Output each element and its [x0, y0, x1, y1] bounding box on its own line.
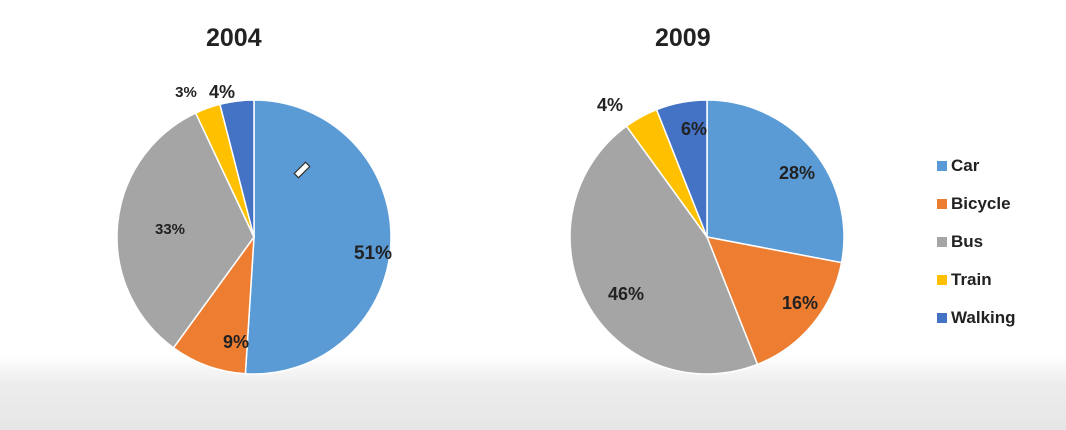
- legend-swatch-walking: [937, 313, 947, 323]
- pie-slice-2009-bicycle: [705, 236, 843, 366]
- pie-slice-2009-car: [706, 99, 845, 264]
- pie-slice-2004-walking: [219, 99, 255, 238]
- pie-slice-2009-bus: [569, 125, 759, 375]
- pie-slice-2004-bus: [116, 112, 255, 349]
- data-label-2004-bicycle: 9%: [223, 332, 249, 352]
- legend-item-train: Train: [937, 261, 1016, 299]
- legend-item-car: Car: [937, 147, 1016, 185]
- chart-title-2009: 2009: [655, 24, 711, 52]
- pie-slice-2004-car: [244, 99, 392, 375]
- legend-label-train: Train: [951, 270, 992, 289]
- data-label-2009-car: 28%: [779, 163, 815, 183]
- legend-swatch-bus: [937, 237, 947, 247]
- data-label-2004-bus: 33%: [155, 221, 185, 238]
- legend: Car Bicycle Bus Train Walking: [937, 147, 1016, 337]
- legend-swatch-car: [937, 161, 947, 171]
- legend-swatch-bicycle: [937, 199, 947, 209]
- legend-item-bus: Bus: [937, 223, 1016, 261]
- legend-label-car: Car: [951, 156, 980, 175]
- data-label-2009-walking: 6%: [681, 119, 707, 139]
- legend-label-bus: Bus: [951, 232, 984, 251]
- legend-label-walking: Walking: [951, 308, 1016, 327]
- legend-swatch-train: [937, 275, 947, 285]
- data-label-2004-car: 51%: [354, 243, 392, 264]
- data-label-2009-bus: 46%: [608, 284, 644, 304]
- chart-title-2004: 2004: [206, 24, 262, 52]
- legend-item-bicycle: Bicycle: [937, 185, 1016, 223]
- legend-label-bicycle: Bicycle: [951, 194, 1011, 213]
- pencil-cursor-icon: [293, 161, 311, 179]
- data-label-2009-train: 4%: [597, 95, 623, 115]
- data-label-2004-train: 3%: [175, 84, 197, 101]
- pie-slice-2009-walking: [655, 99, 708, 238]
- data-label-2004-walking: 4%: [209, 82, 235, 102]
- legend-item-walking: Walking: [937, 299, 1016, 337]
- data-label-2009-bicycle: 16%: [782, 293, 818, 313]
